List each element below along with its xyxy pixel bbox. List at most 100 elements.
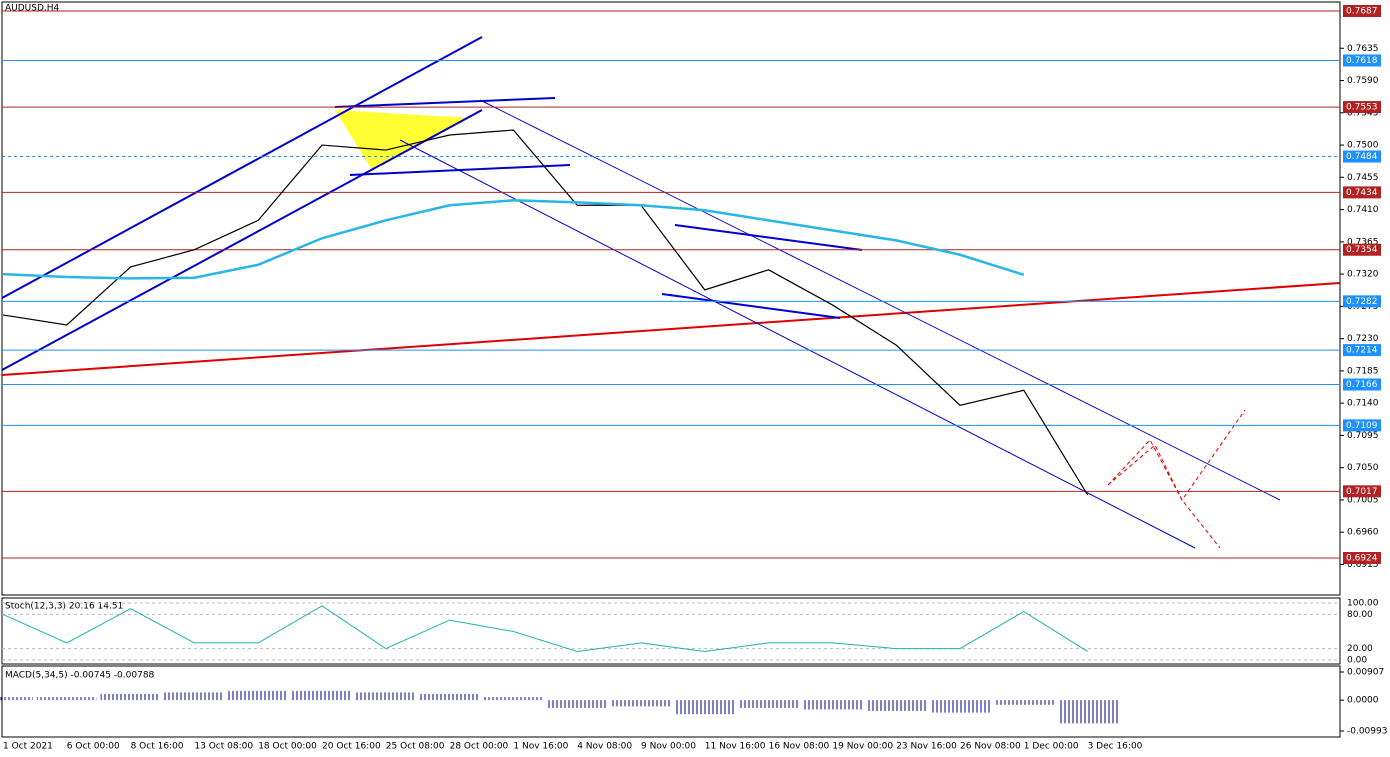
x-tick-label: 6 Oct 00:00: [67, 742, 120, 752]
macd-bar: [611, 700, 671, 707]
level-label: 0.7434: [1346, 188, 1378, 198]
x-tick-label: 1 Dec 00:00: [1024, 742, 1079, 752]
symbol-title: AUDUSD,H4: [5, 4, 60, 14]
level-label: 0.7282: [1346, 297, 1378, 307]
level-label: 0.7618: [1346, 56, 1378, 66]
macd-bar: [164, 692, 225, 701]
stoch-line: [2, 605, 1088, 652]
y-tick-label: 0.7500: [1347, 141, 1379, 151]
x-tick-label: 26 Nov 08:00: [960, 742, 1021, 752]
macd-bar: [100, 693, 161, 701]
x-tick-label: 16 Nov 08:00: [769, 742, 830, 752]
macd-panel: [1, 665, 1341, 738]
level-label: 0.7484: [1346, 152, 1378, 162]
x-tick-label: 11 Nov 16:00: [705, 742, 766, 752]
macd-bar: [993, 700, 1054, 705]
down-channel-lower: [399, 139, 1196, 549]
drawings: [1, 36, 1341, 549]
level-label: 0.7553: [1346, 103, 1378, 113]
x-tick-label: 20 Oct 16:00: [322, 742, 381, 752]
main-panel: [1, 1, 1341, 596]
level-tag: [1343, 150, 1381, 163]
level-tag: [1343, 344, 1381, 357]
macd-bar: [866, 700, 927, 712]
x-tick-label: 25 Oct 08:00: [386, 742, 445, 752]
macd-tick-label: 0.00907: [1347, 668, 1384, 678]
stoch-tick-label: 80.00: [1347, 610, 1373, 620]
level-label: 0.6924: [1346, 554, 1378, 564]
x-tick-label: 3 Dec 16:00: [1088, 742, 1143, 752]
x-tick-label: 23 Nov 16:00: [896, 742, 957, 752]
macd-bar: [483, 697, 544, 701]
macd-bar: [36, 697, 97, 701]
y-tick-label: 0.6960: [1347, 528, 1379, 538]
macd-bar: [930, 700, 990, 713]
y-tick-label: 0.7455: [1347, 173, 1379, 183]
y-tick-label: 0.7545: [1347, 108, 1379, 118]
level-tag: [1343, 419, 1381, 432]
x-tick-label: 9 Nov 00:00: [641, 742, 696, 752]
projection: [1107, 409, 1246, 501]
y-tick-label: 0.7635: [1347, 44, 1379, 54]
y-tick-label: 0.7365: [1347, 237, 1379, 247]
y-tick-label: 0.7050: [1347, 463, 1379, 473]
x-tick-label: 28 Oct 00:00: [450, 742, 509, 752]
y-tick-label: 0.7590: [1347, 76, 1379, 86]
stoch-tick-label: 0.00: [1347, 656, 1367, 666]
level-tag: [1343, 54, 1381, 67]
y-tick-label: 0.7095: [1347, 431, 1379, 441]
macd-bar: [1057, 700, 1118, 724]
x-tick-label: 1 Nov 16:00: [513, 742, 568, 752]
red-trend: [1, 282, 1341, 376]
price-line: [2, 199, 1025, 280]
y-tick-label: 0.7320: [1347, 270, 1379, 280]
stoch-panel: [1, 597, 1341, 665]
macd-title: MACD(5,34,5) -0.00745 -0.00788: [5, 671, 155, 681]
trend-line: [349, 164, 571, 176]
triangle: [335, 110, 470, 170]
level-tag: [1343, 5, 1381, 17]
macd-bar: [738, 700, 799, 708]
level-label: 0.7687: [1346, 7, 1378, 17]
macd-bar: [292, 690, 352, 701]
stoch-title: Stoch(12,3,3) 20.16 14.51: [5, 602, 123, 612]
x-tick-label: 1 Oct 2021: [3, 742, 53, 752]
price-line: [2, 129, 1089, 496]
stoch-tick-label: 20.00: [1347, 644, 1373, 654]
level-tag: [1343, 485, 1381, 498]
trend-line: [674, 224, 863, 251]
level-tag: [1343, 243, 1381, 256]
trend-line: [334, 97, 556, 108]
macd-bar: [419, 693, 480, 701]
level-tag: [1343, 101, 1381, 114]
y-tick-label: 0.6915: [1347, 560, 1379, 570]
x-tick-label: 13 Oct 08:00: [194, 742, 253, 752]
y-tick-label: 0.7140: [1347, 399, 1379, 409]
macd-bar: [0, 697, 33, 701]
stoch-tick-label: 100.00: [1347, 599, 1379, 609]
level-label: 0.7109: [1346, 421, 1378, 431]
y-tick-label: 0.7185: [1347, 366, 1379, 376]
y-tick-label: 0.7230: [1347, 334, 1379, 344]
level-label: 0.7166: [1346, 380, 1378, 390]
trend-line: [661, 293, 841, 319]
x-tick-label: 18 Oct 00:00: [258, 742, 317, 752]
macd-bar: [355, 692, 416, 701]
level-tag: [1343, 378, 1381, 391]
macd-tick-label: 0.0000: [1347, 696, 1379, 706]
projection: [1107, 444, 1221, 549]
macd-tick-label: -0.00993: [1347, 727, 1387, 737]
level-label: 0.7214: [1346, 346, 1378, 356]
x-tick-label: 4 Nov 08:00: [577, 742, 632, 752]
channel-upper: [1, 36, 483, 299]
macd-bar: [674, 700, 735, 715]
channel-lower: [1, 109, 483, 371]
macd-bar: [547, 700, 608, 708]
level-label: 0.7017: [1346, 487, 1378, 497]
x-tick-label: 8 Oct 16:00: [131, 742, 184, 752]
y-tick-label: 0.7410: [1347, 205, 1379, 215]
down-channel-upper: [479, 99, 1281, 501]
level-tag: [1343, 186, 1381, 199]
level-label: 0.7354: [1346, 245, 1378, 255]
